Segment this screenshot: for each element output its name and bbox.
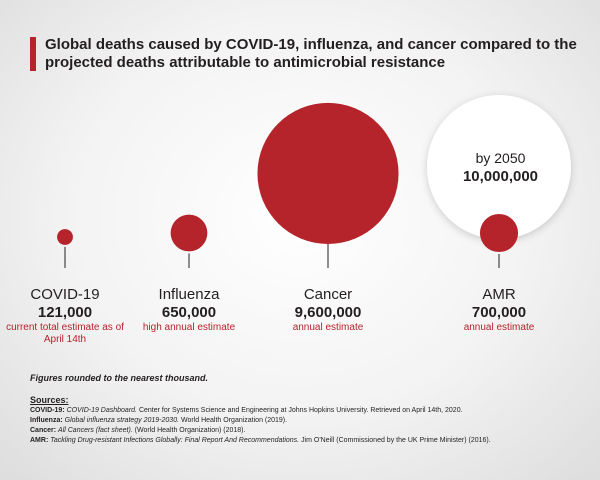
amr-2050-label: by 2050 10,000,000 xyxy=(428,150,573,186)
title-accent-bar xyxy=(30,37,36,71)
source-title: Tackling Drug-resistant Infections Globa… xyxy=(50,437,300,444)
projection-value: 10,000,000 xyxy=(462,168,539,185)
category-covid: COVID-19 121,000 current total estimate … xyxy=(5,286,125,346)
source-influenza: Influenza: Global influenza strategy 201… xyxy=(30,416,590,426)
category-name: Cancer xyxy=(303,286,353,303)
category-influenza: Influenza 650,000 high annual estimate xyxy=(129,286,249,334)
category-value: 650,000 xyxy=(161,304,217,321)
source-title: Global influenza strategy 2019-2030. xyxy=(64,417,180,424)
category-value: 9,600,000 xyxy=(294,304,362,321)
category-value: 121,000 xyxy=(37,304,93,321)
sources-list: COVID-19: COVID-19 Dashboard. Center for… xyxy=(30,406,590,446)
source-label: Influenza: xyxy=(30,417,63,424)
source-amr: AMR: Tackling Drug-resistant Infections … xyxy=(30,436,590,446)
chart-title: Global deaths caused by COVID-19, influe… xyxy=(45,36,577,71)
category-note: high annual estimate xyxy=(142,322,236,333)
bubble-influenza xyxy=(170,214,208,252)
source-label: Cancer: xyxy=(30,427,57,434)
sources-heading: Sources: xyxy=(30,395,69,405)
category-note: current total estimate as of April 14th xyxy=(6,322,124,345)
bubble-amr-2050 xyxy=(427,95,571,239)
source-title: All Cancers (fact sheet). xyxy=(58,427,133,434)
footnote: Figures rounded to the nearest thousand. xyxy=(30,373,209,383)
projection-label: by 2050 xyxy=(475,150,526,166)
category-cancer: Cancer 9,600,000 annual estimate xyxy=(268,286,388,334)
category-value: 700,000 xyxy=(471,304,527,321)
source-detail: Jim O'Neill (Commissioned by the UK Prim… xyxy=(299,437,491,444)
bubble-amr xyxy=(479,213,519,253)
source-cancer: Cancer: All Cancers (fact sheet). (World… xyxy=(30,426,590,436)
source-title: COVID-19 Dashboard. xyxy=(66,407,137,414)
category-note: annual estimate xyxy=(463,322,535,333)
category-name: AMR xyxy=(482,286,516,303)
category-note: annual estimate xyxy=(292,322,364,333)
category-name: COVID-19 xyxy=(30,286,100,303)
bubble-cancer xyxy=(257,102,399,244)
category-amr: AMR 700,000 annual estimate xyxy=(439,286,559,334)
source-detail: Center for Systems Science and Engineeri… xyxy=(137,407,463,414)
bubble-covid-19 xyxy=(57,229,73,245)
source-detail: World Health Organization (2019). xyxy=(179,417,288,424)
source-covid: COVID-19: COVID-19 Dashboard. Center for… xyxy=(30,406,590,416)
category-name: Influenza xyxy=(158,286,220,303)
source-detail: (World Health Organization) (2018). xyxy=(132,427,246,434)
source-label: COVID-19: xyxy=(30,407,65,414)
source-label: AMR: xyxy=(30,437,49,444)
